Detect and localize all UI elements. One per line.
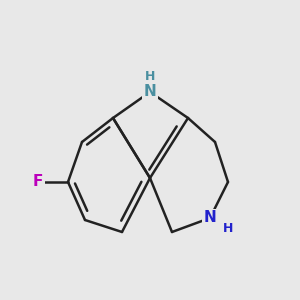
- Text: H: H: [223, 221, 233, 235]
- Text: N: N: [144, 85, 156, 100]
- Text: F: F: [33, 175, 43, 190]
- Text: H: H: [145, 70, 155, 83]
- Text: N: N: [204, 211, 216, 226]
